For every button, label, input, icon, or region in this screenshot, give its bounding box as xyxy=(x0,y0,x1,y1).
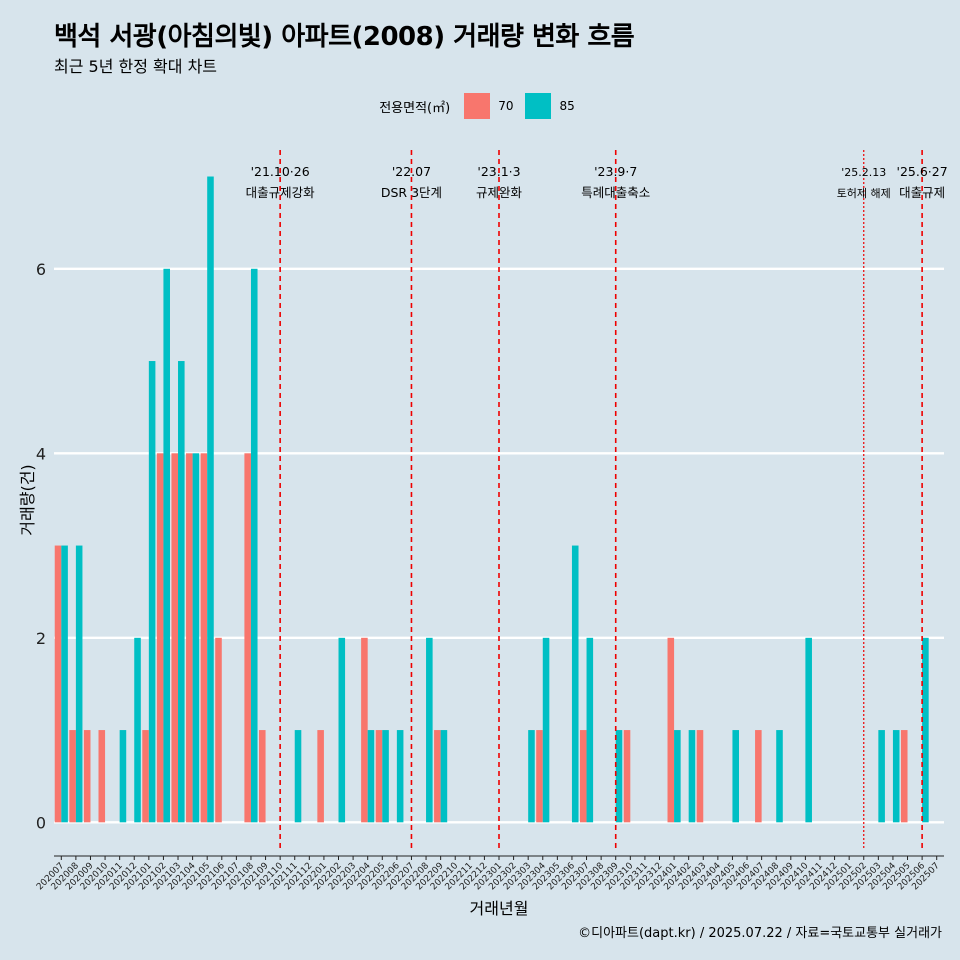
bar-85-202503 xyxy=(878,730,885,823)
annotation-date: '25.2.13 xyxy=(841,166,886,179)
chart-caption: ©디아파트(dapt.kr) / 2025.07.22 / 자료=국토교통부 실… xyxy=(578,926,942,941)
bar-70-202008 xyxy=(69,730,76,823)
y-tick-label: 4 xyxy=(36,444,46,463)
bar-70-202401 xyxy=(667,637,675,823)
bar-85-202101 xyxy=(148,361,156,823)
bar-70-202403 xyxy=(696,730,704,823)
bar-85-202105 xyxy=(207,176,214,823)
bar-85-202405 xyxy=(732,730,740,823)
legend-item-70: 70 xyxy=(464,93,513,119)
bar-70-202204 xyxy=(361,637,368,823)
bar-70-202102 xyxy=(156,453,164,823)
bar-70-202108 xyxy=(244,453,251,823)
bar-70-202505 xyxy=(900,730,908,823)
bar-70-202106 xyxy=(215,637,222,823)
bar-70-202007 xyxy=(54,545,62,823)
bar-70-202307 xyxy=(579,730,587,823)
y-tick-label: 2 xyxy=(36,629,46,648)
bar-70-202205 xyxy=(375,730,383,823)
annotation-date: '21.10·26 xyxy=(251,164,310,179)
bar-70-202109 xyxy=(258,730,266,823)
bar-85-202011 xyxy=(119,730,127,823)
bar-85-202402 xyxy=(688,730,696,823)
x-axis-title: 거래년월 xyxy=(470,899,529,918)
annotation-label: 토허제 해제 xyxy=(837,186,891,200)
bar-85-202204 xyxy=(367,730,375,823)
bar-70-202010 xyxy=(98,730,106,823)
bar-85-202205 xyxy=(382,730,389,823)
y-tick-label: 6 xyxy=(36,260,46,279)
annotation-date: '23.1·3 xyxy=(477,164,520,179)
legend-label-70: 70 xyxy=(498,99,514,113)
annotation-label: 대출규제강화 xyxy=(246,185,316,200)
chart-title: 백석 서광(아침의빛) 아파트(2008) 거래량 변화 흐름 xyxy=(54,22,635,52)
annotation-date: '22.07 xyxy=(392,164,431,179)
bar-70-202209 xyxy=(434,730,441,823)
bar-85-202007 xyxy=(61,545,68,823)
bar-85-202401 xyxy=(674,730,681,823)
bar-85-202102 xyxy=(163,268,170,823)
bar-85-202303 xyxy=(528,730,535,823)
legend: 전용면적(㎡) 70 85 xyxy=(0,93,960,119)
legend-swatch-70 xyxy=(464,93,491,119)
bar-70-202304 xyxy=(536,730,543,823)
bar-70-202009 xyxy=(83,730,91,823)
bar-85-202408 xyxy=(776,730,783,823)
bar-85-202103 xyxy=(178,361,185,823)
bar-85-202108 xyxy=(250,268,258,823)
legend-title: 전용면적(㎡) xyxy=(379,100,451,116)
bar-85-202111 xyxy=(294,730,302,823)
bar-70-202104 xyxy=(186,453,193,823)
bar-85-202309 xyxy=(615,730,623,823)
bar-85-202304 xyxy=(542,637,550,823)
bar-70-202103 xyxy=(171,453,179,823)
annotation-label: 대출규제 xyxy=(899,185,945,200)
chart-subtitle: 최근 5년 한정 확대 차트 xyxy=(54,57,218,76)
bar-70-202407 xyxy=(755,730,762,823)
annotation-label: 특례대출축소 xyxy=(581,185,650,200)
bar-70-202105 xyxy=(200,453,208,823)
bar-85-202012 xyxy=(134,637,141,823)
bar-85-202209 xyxy=(440,730,448,823)
bar-85-202410 xyxy=(805,637,812,823)
annotation-label: 규제완화 xyxy=(476,185,523,200)
y-tick-label: 0 xyxy=(36,813,46,832)
annotation-label: DSR 3단계 xyxy=(381,185,442,200)
annotation-date: '23.9·7 xyxy=(594,164,637,179)
annotation-date: '25.6·27 xyxy=(897,164,948,179)
bar-85-202008 xyxy=(75,545,83,823)
bar-85-202206 xyxy=(396,730,404,823)
bar-85-202202 xyxy=(338,637,346,823)
bar-70-202101 xyxy=(142,730,149,823)
bar-85-202506 xyxy=(922,637,929,823)
bar-85-202307 xyxy=(586,637,594,823)
bar-85-202306 xyxy=(571,545,579,823)
legend-item-85: 85 xyxy=(525,93,575,119)
bar-70-202310 xyxy=(623,730,631,823)
legend-label-85: 85 xyxy=(559,99,575,113)
bar-70-202201 xyxy=(317,730,324,823)
y-axis-title: 거래량(건) xyxy=(18,464,37,535)
legend-swatch-85 xyxy=(525,93,552,119)
bar-85-202104 xyxy=(192,453,200,823)
bar-85-202504 xyxy=(892,730,900,823)
bar-85-202208 xyxy=(426,637,433,823)
